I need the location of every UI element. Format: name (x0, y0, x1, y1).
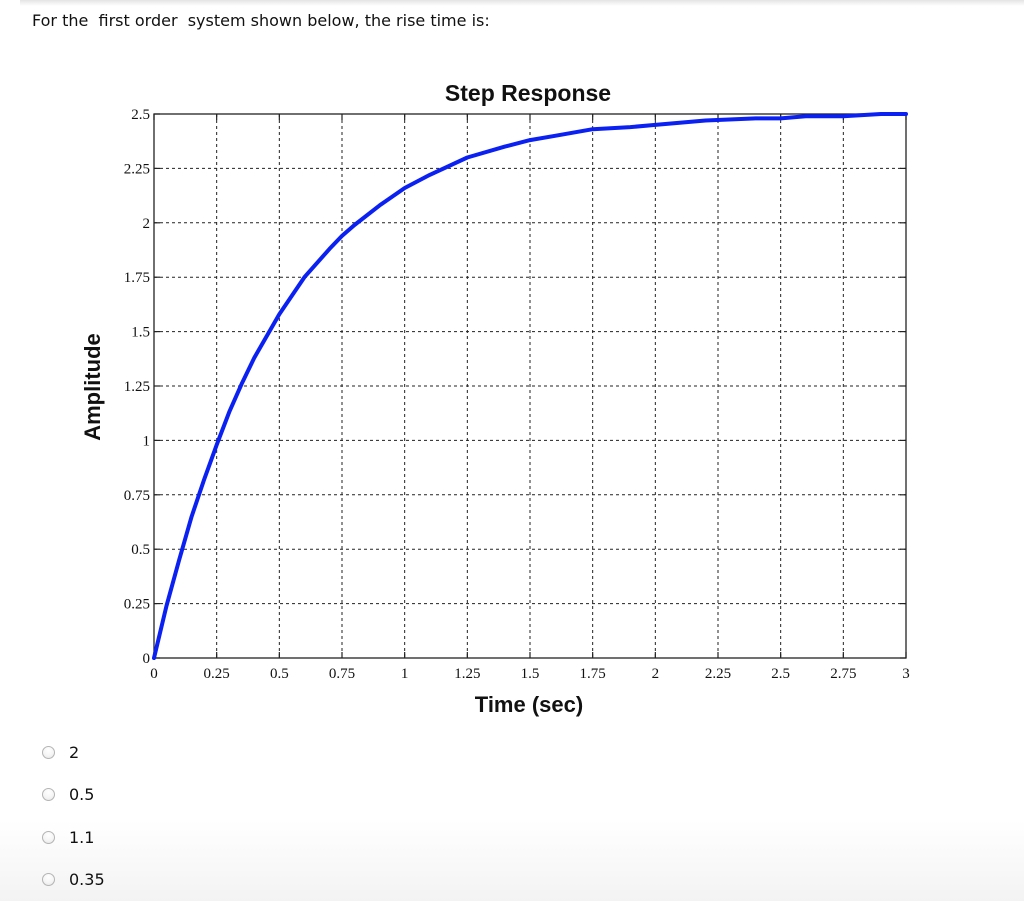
x-tick-label: 2.75 (830, 666, 856, 682)
y-tick-label: 0.75 (124, 488, 150, 504)
radio-button[interactable] (42, 873, 55, 886)
x-tick-label: 1.5 (521, 666, 540, 682)
option-label: 1.1 (69, 827, 95, 847)
radio-button[interactable] (42, 830, 55, 844)
answer-options: 2 0.5 1.1 0.35 (40, 741, 105, 911)
chart-title: Step Response (445, 80, 611, 106)
y-tick-label: 1.75 (124, 270, 150, 286)
y-tick-label: 0 (143, 651, 151, 667)
y-tick-label: 1 (143, 433, 151, 449)
option-2[interactable]: 2 (40, 741, 105, 763)
option-label: 0.5 (69, 785, 95, 804)
x-tick-label: 2.25 (705, 666, 731, 682)
y-tick-label: 2 (143, 216, 151, 232)
question-text: For the first order system shown below, … (32, 11, 490, 30)
x-tick-label: 0 (150, 666, 158, 682)
x-tick-label: 0.75 (329, 666, 355, 682)
y-tick-label: 2.5 (131, 107, 150, 123)
y-tick-label: 2.25 (124, 161, 150, 177)
step-response-chart: Step Response 0 0.25 0.5 0.75 1 1.25 1.5 1.75 2 2… (80, 80, 910, 717)
x-tick-label: 1.75 (580, 666, 606, 682)
x-tick-label: 3 (902, 666, 910, 682)
option-0-35[interactable]: 0.35 (40, 869, 105, 891)
x-tick-label: 0.25 (204, 666, 230, 682)
y-tick-label: 1.5 (131, 325, 150, 341)
top-shadow (20, 0, 1024, 6)
x-tick-label: 2.5 (771, 666, 790, 682)
option-0-5[interactable]: 0.5 (40, 784, 105, 806)
x-tick-labels: 0 0.25 0.5 0.75 1 1.25 1.5 1.75 2 2.25 2.5 2.75 3 (150, 666, 910, 682)
y-axis-label: Amplitude (80, 333, 105, 441)
x-axis-label: Time (sec) (475, 692, 583, 717)
radio-button[interactable] (42, 745, 55, 759)
y-tick-label: 0.5 (131, 542, 150, 558)
x-tick-label: 0.5 (270, 666, 289, 682)
x-tick-label: 2 (652, 666, 660, 682)
option-label: 2 (69, 742, 80, 762)
grid-lines (154, 114, 906, 658)
option-label: 0.35 (69, 870, 105, 889)
option-1-1[interactable]: 1.1 (40, 826, 105, 848)
y-tick-label: 1.25 (124, 379, 150, 395)
radio-button[interactable] (42, 788, 55, 801)
x-tick-label: 1 (401, 666, 409, 682)
step-response-line (152, 112, 908, 660)
y-tick-label: 0.25 (124, 597, 150, 613)
y-tick-labels: 0 0.25 0.5 0.75 1 1.25 1.5 1.75 2 2.25 2.5 (124, 107, 150, 667)
x-tick-label: 1.25 (454, 666, 480, 682)
